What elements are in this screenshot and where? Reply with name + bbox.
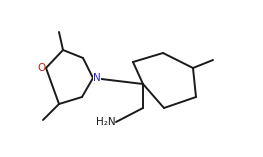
Text: H₂N: H₂N — [96, 117, 116, 127]
Text: O: O — [37, 63, 45, 73]
Text: N: N — [93, 73, 101, 83]
